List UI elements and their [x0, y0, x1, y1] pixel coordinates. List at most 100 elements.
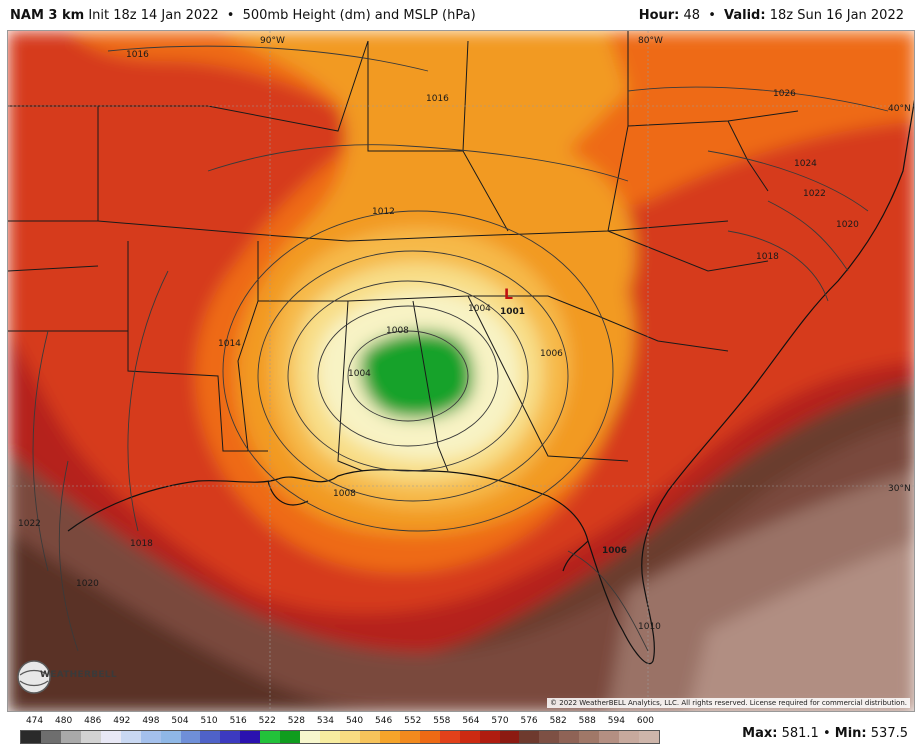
hour-label: Hour: [638, 7, 680, 23]
isobar-label: 1004 [348, 369, 371, 379]
isobar-label: 1012 [372, 207, 395, 217]
weather-map: L 1016 1016 1012 1014 1008 1004 1004 100… [7, 30, 915, 712]
isobar-label: 1018 [130, 539, 153, 549]
logo-globe-icon [17, 660, 51, 694]
header-bullet: • [226, 7, 235, 23]
scale-label: 528 [287, 716, 305, 726]
scale-label: 474 [25, 716, 44, 726]
max-min-readout: Max: 581.1 • Min: 537.5 [742, 726, 908, 741]
isobar-label: 1018 [756, 252, 779, 262]
lat-label: 30°N [888, 484, 911, 494]
min-value: 537.5 [870, 726, 908, 741]
scale-label: 522 [258, 716, 276, 726]
graticule-labels: 90°W 80°W 40°N 30°N [260, 36, 911, 494]
valid-label: Valid: [724, 7, 766, 23]
header-bullet-2: • [708, 7, 716, 23]
scale-swatch [399, 731, 420, 743]
color-scale-labels: 474 480 486 492 498 504 510 516 522 528 534 540 546 5… [20, 716, 660, 730]
scale-label: 486 [84, 716, 102, 726]
scale-label: 504 [171, 716, 189, 726]
isobar-label: 1022 [803, 189, 826, 199]
isobar-label: 1008 [386, 326, 409, 336]
scale-swatch [439, 731, 460, 743]
weatherbell-logo: WEATHERBELL [16, 657, 117, 697]
scale-swatch [359, 731, 380, 743]
scale-swatch [200, 731, 221, 743]
model-name: NAM 3 km [10, 7, 85, 23]
color-scale-bar [20, 730, 660, 744]
scale-swatch [21, 731, 41, 743]
isobars [32, 45, 889, 652]
max-label: Max: [742, 726, 778, 741]
isobar-label: 1004 [468, 304, 491, 314]
color-scale: 474 480 486 492 498 504 510 516 522 528 534 540 546 5… [20, 716, 660, 748]
scale-label: 498 [142, 716, 160, 726]
scale-label: 570 [491, 716, 509, 726]
isobar-label: 1016 [126, 50, 149, 60]
scale-swatch [639, 731, 659, 743]
scale-label: 540 [345, 716, 364, 726]
max-value: 581.1 [781, 726, 819, 741]
scale-swatch [459, 731, 480, 743]
scale-swatch [240, 731, 261, 743]
init-time: Init 18z 14 Jan 2022 [88, 7, 219, 23]
lon-label: 90°W [260, 36, 285, 46]
isobar-label: 1014 [218, 339, 241, 349]
scale-label: 546 [375, 716, 393, 726]
scale-label: 552 [404, 716, 422, 726]
scale-swatch [80, 731, 101, 743]
scale-swatch [180, 731, 201, 743]
scale-label: 480 [55, 716, 73, 726]
lat-label: 40°N [888, 104, 911, 114]
scale-swatch [320, 731, 340, 743]
scale-swatch [260, 731, 281, 743]
scale-label: 492 [113, 716, 131, 726]
scale-label: 588 [578, 716, 596, 726]
isobar-label: 1020 [836, 220, 859, 230]
state-borders [8, 31, 799, 472]
isobar-label: 1024 [794, 159, 817, 169]
lon-label: 80°W [638, 36, 663, 46]
scale-swatch [140, 731, 161, 743]
scale-swatch [539, 731, 560, 743]
isobar-label: 1006 [602, 546, 627, 556]
scale-label: 558 [433, 716, 451, 726]
scale-swatch [499, 731, 520, 743]
min-label: Min: [834, 726, 867, 741]
logo-text: WEATHERBELL [40, 670, 117, 680]
scale-swatch [619, 731, 640, 743]
height-field [8, 31, 914, 711]
scale-swatch [419, 731, 440, 743]
isobar-label: 1010 [638, 622, 661, 632]
isobar-label: 1026 [773, 89, 796, 99]
header-left: NAM 3 km Init 18z 14 Jan 2022 • 500mb He… [10, 8, 476, 23]
isobar-label: 1022 [18, 519, 41, 529]
isobar-label: 1016 [426, 94, 449, 104]
map-header: NAM 3 km Init 18z 14 Jan 2022 • 500mb He… [0, 0, 918, 30]
scale-swatch [579, 731, 600, 743]
scale-swatch [60, 731, 81, 743]
scale-swatch [220, 731, 241, 743]
scale-swatch [100, 731, 121, 743]
scale-swatch [559, 731, 580, 743]
scale-label: 534 [316, 716, 335, 726]
valid-value: 18z Sun 16 Jan 2022 [769, 7, 904, 23]
scale-swatch [160, 731, 181, 743]
map-svg: L 1016 1016 1012 1014 1008 1004 1004 100… [8, 31, 914, 711]
scale-label: 510 [200, 716, 218, 726]
footer: 474 480 486 492 498 504 510 516 522 528 534 540 546 5… [0, 712, 918, 750]
scale-label: 516 [229, 716, 247, 726]
hour-value: 48 [683, 7, 701, 23]
scale-swatch [280, 731, 301, 743]
scale-swatch [300, 731, 321, 743]
scale-swatch [40, 731, 61, 743]
maxmin-bullet: • [822, 726, 831, 741]
low-pressure-marker: L [504, 287, 513, 303]
scale-label: 564 [462, 716, 480, 726]
scale-swatch [340, 731, 360, 743]
header-right: Hour: 48 • Valid: 18z Sun 16 Jan 2022 [639, 8, 904, 23]
scale-swatch [379, 731, 400, 743]
isobar-labels: 1016 1016 1012 1014 1008 1004 1004 1006 … [18, 50, 859, 632]
scale-label: 576 [520, 716, 538, 726]
product-name: 500mb Height (dm) and MSLP (hPa) [242, 7, 476, 23]
